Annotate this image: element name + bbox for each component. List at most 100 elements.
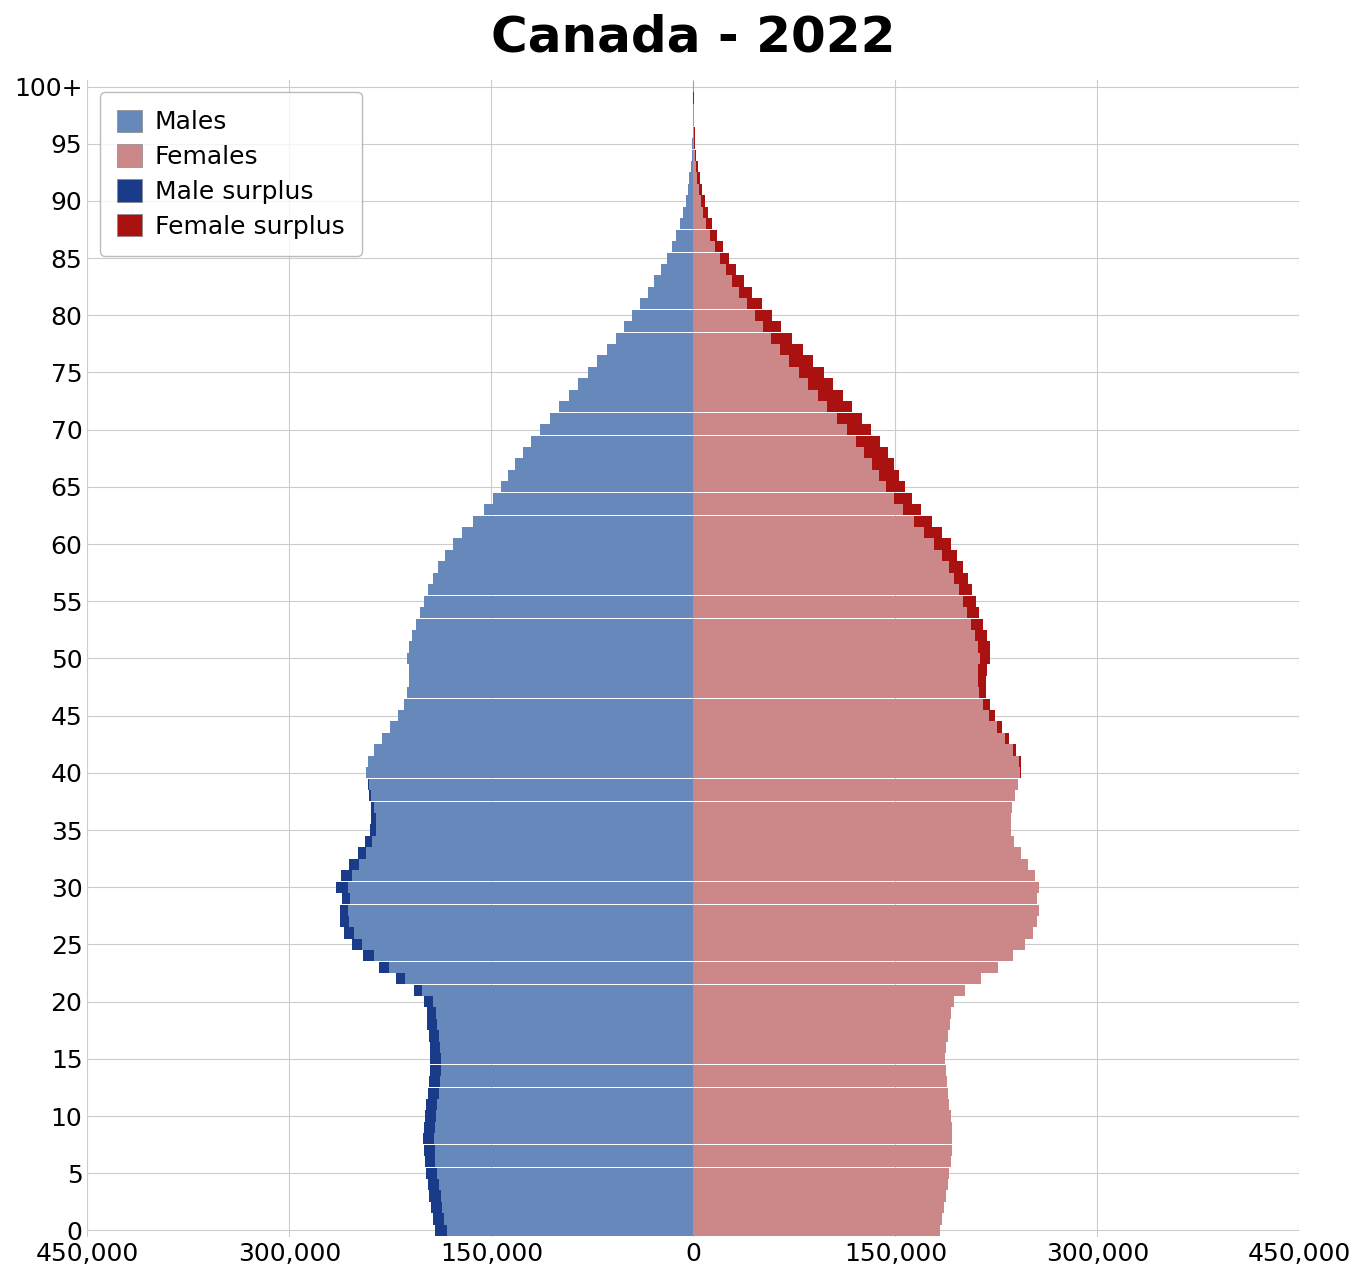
Bar — [425, 1156, 435, 1167]
Bar — [975, 630, 987, 641]
Bar — [440, 1179, 693, 1190]
Bar — [435, 1121, 693, 1133]
Bar — [904, 504, 921, 516]
Bar — [427, 1019, 437, 1030]
Bar — [966, 607, 979, 618]
Bar — [370, 824, 375, 836]
Bar — [426, 1100, 437, 1110]
Bar — [435, 1110, 693, 1121]
Bar — [699, 184, 702, 195]
Bar — [414, 984, 422, 996]
Bar — [693, 1076, 946, 1087]
Bar — [693, 595, 962, 607]
Bar — [416, 618, 693, 630]
Bar — [373, 836, 693, 847]
Bar — [693, 676, 977, 687]
Bar — [693, 229, 710, 241]
Bar — [747, 298, 762, 310]
Bar — [980, 687, 986, 699]
Bar — [693, 572, 954, 584]
Bar — [693, 412, 837, 424]
Bar — [654, 275, 693, 287]
Bar — [698, 173, 700, 183]
Bar — [693, 550, 942, 561]
Bar — [483, 504, 693, 516]
Bar — [348, 882, 693, 893]
Bar — [340, 905, 348, 915]
Bar — [684, 207, 693, 218]
Bar — [692, 150, 693, 161]
Bar — [405, 973, 693, 984]
Bar — [408, 641, 693, 653]
Bar — [362, 938, 693, 950]
Bar — [693, 424, 846, 435]
Bar — [408, 664, 693, 676]
Bar — [632, 310, 693, 321]
Bar — [441, 1065, 693, 1076]
Bar — [693, 928, 1033, 938]
Bar — [934, 539, 951, 549]
Bar — [990, 710, 995, 721]
Bar — [508, 470, 693, 481]
Bar — [407, 653, 693, 664]
Bar — [827, 401, 852, 412]
Bar — [693, 1053, 946, 1065]
Bar — [837, 412, 861, 424]
Bar — [693, 1167, 950, 1179]
Bar — [588, 367, 693, 378]
Bar — [693, 161, 696, 173]
Bar — [354, 928, 693, 938]
Bar — [448, 1225, 693, 1236]
Bar — [693, 847, 1021, 859]
Bar — [693, 458, 872, 470]
Bar — [693, 1088, 947, 1098]
Bar — [693, 630, 975, 641]
Bar — [693, 1019, 950, 1030]
Bar — [343, 893, 349, 904]
Bar — [396, 973, 405, 984]
Bar — [437, 1100, 693, 1110]
Bar — [693, 196, 702, 206]
Bar — [726, 264, 736, 275]
Bar — [440, 1030, 693, 1042]
Bar — [366, 847, 693, 859]
Bar — [693, 1225, 939, 1236]
Bar — [352, 870, 693, 882]
Bar — [693, 938, 1025, 950]
Bar — [435, 1007, 693, 1019]
Bar — [369, 755, 693, 767]
Bar — [340, 916, 349, 927]
Bar — [693, 321, 763, 333]
Bar — [397, 710, 693, 721]
Bar — [693, 767, 1021, 778]
Bar — [693, 1144, 951, 1156]
Bar — [693, 870, 1035, 882]
Bar — [672, 241, 693, 252]
Bar — [808, 379, 834, 389]
Title: Canada - 2022: Canada - 2022 — [491, 14, 895, 61]
Bar — [445, 550, 693, 561]
Bar — [693, 539, 934, 549]
Bar — [437, 1019, 693, 1030]
Bar — [693, 641, 979, 653]
Bar — [531, 435, 693, 447]
Bar — [942, 550, 957, 561]
Bar — [693, 824, 1011, 836]
Bar — [433, 996, 693, 1007]
Bar — [429, 1190, 441, 1202]
Bar — [693, 390, 818, 401]
Bar — [427, 1088, 440, 1098]
Bar — [550, 412, 693, 424]
Bar — [344, 928, 354, 938]
Bar — [913, 516, 932, 527]
Bar — [693, 367, 799, 378]
Bar — [374, 801, 693, 813]
Bar — [693, 961, 998, 973]
Bar — [371, 813, 375, 824]
Bar — [715, 241, 722, 252]
Bar — [412, 630, 693, 641]
Bar — [693, 310, 755, 321]
Bar — [463, 527, 693, 538]
Bar — [996, 722, 1002, 732]
Bar — [693, 150, 695, 161]
